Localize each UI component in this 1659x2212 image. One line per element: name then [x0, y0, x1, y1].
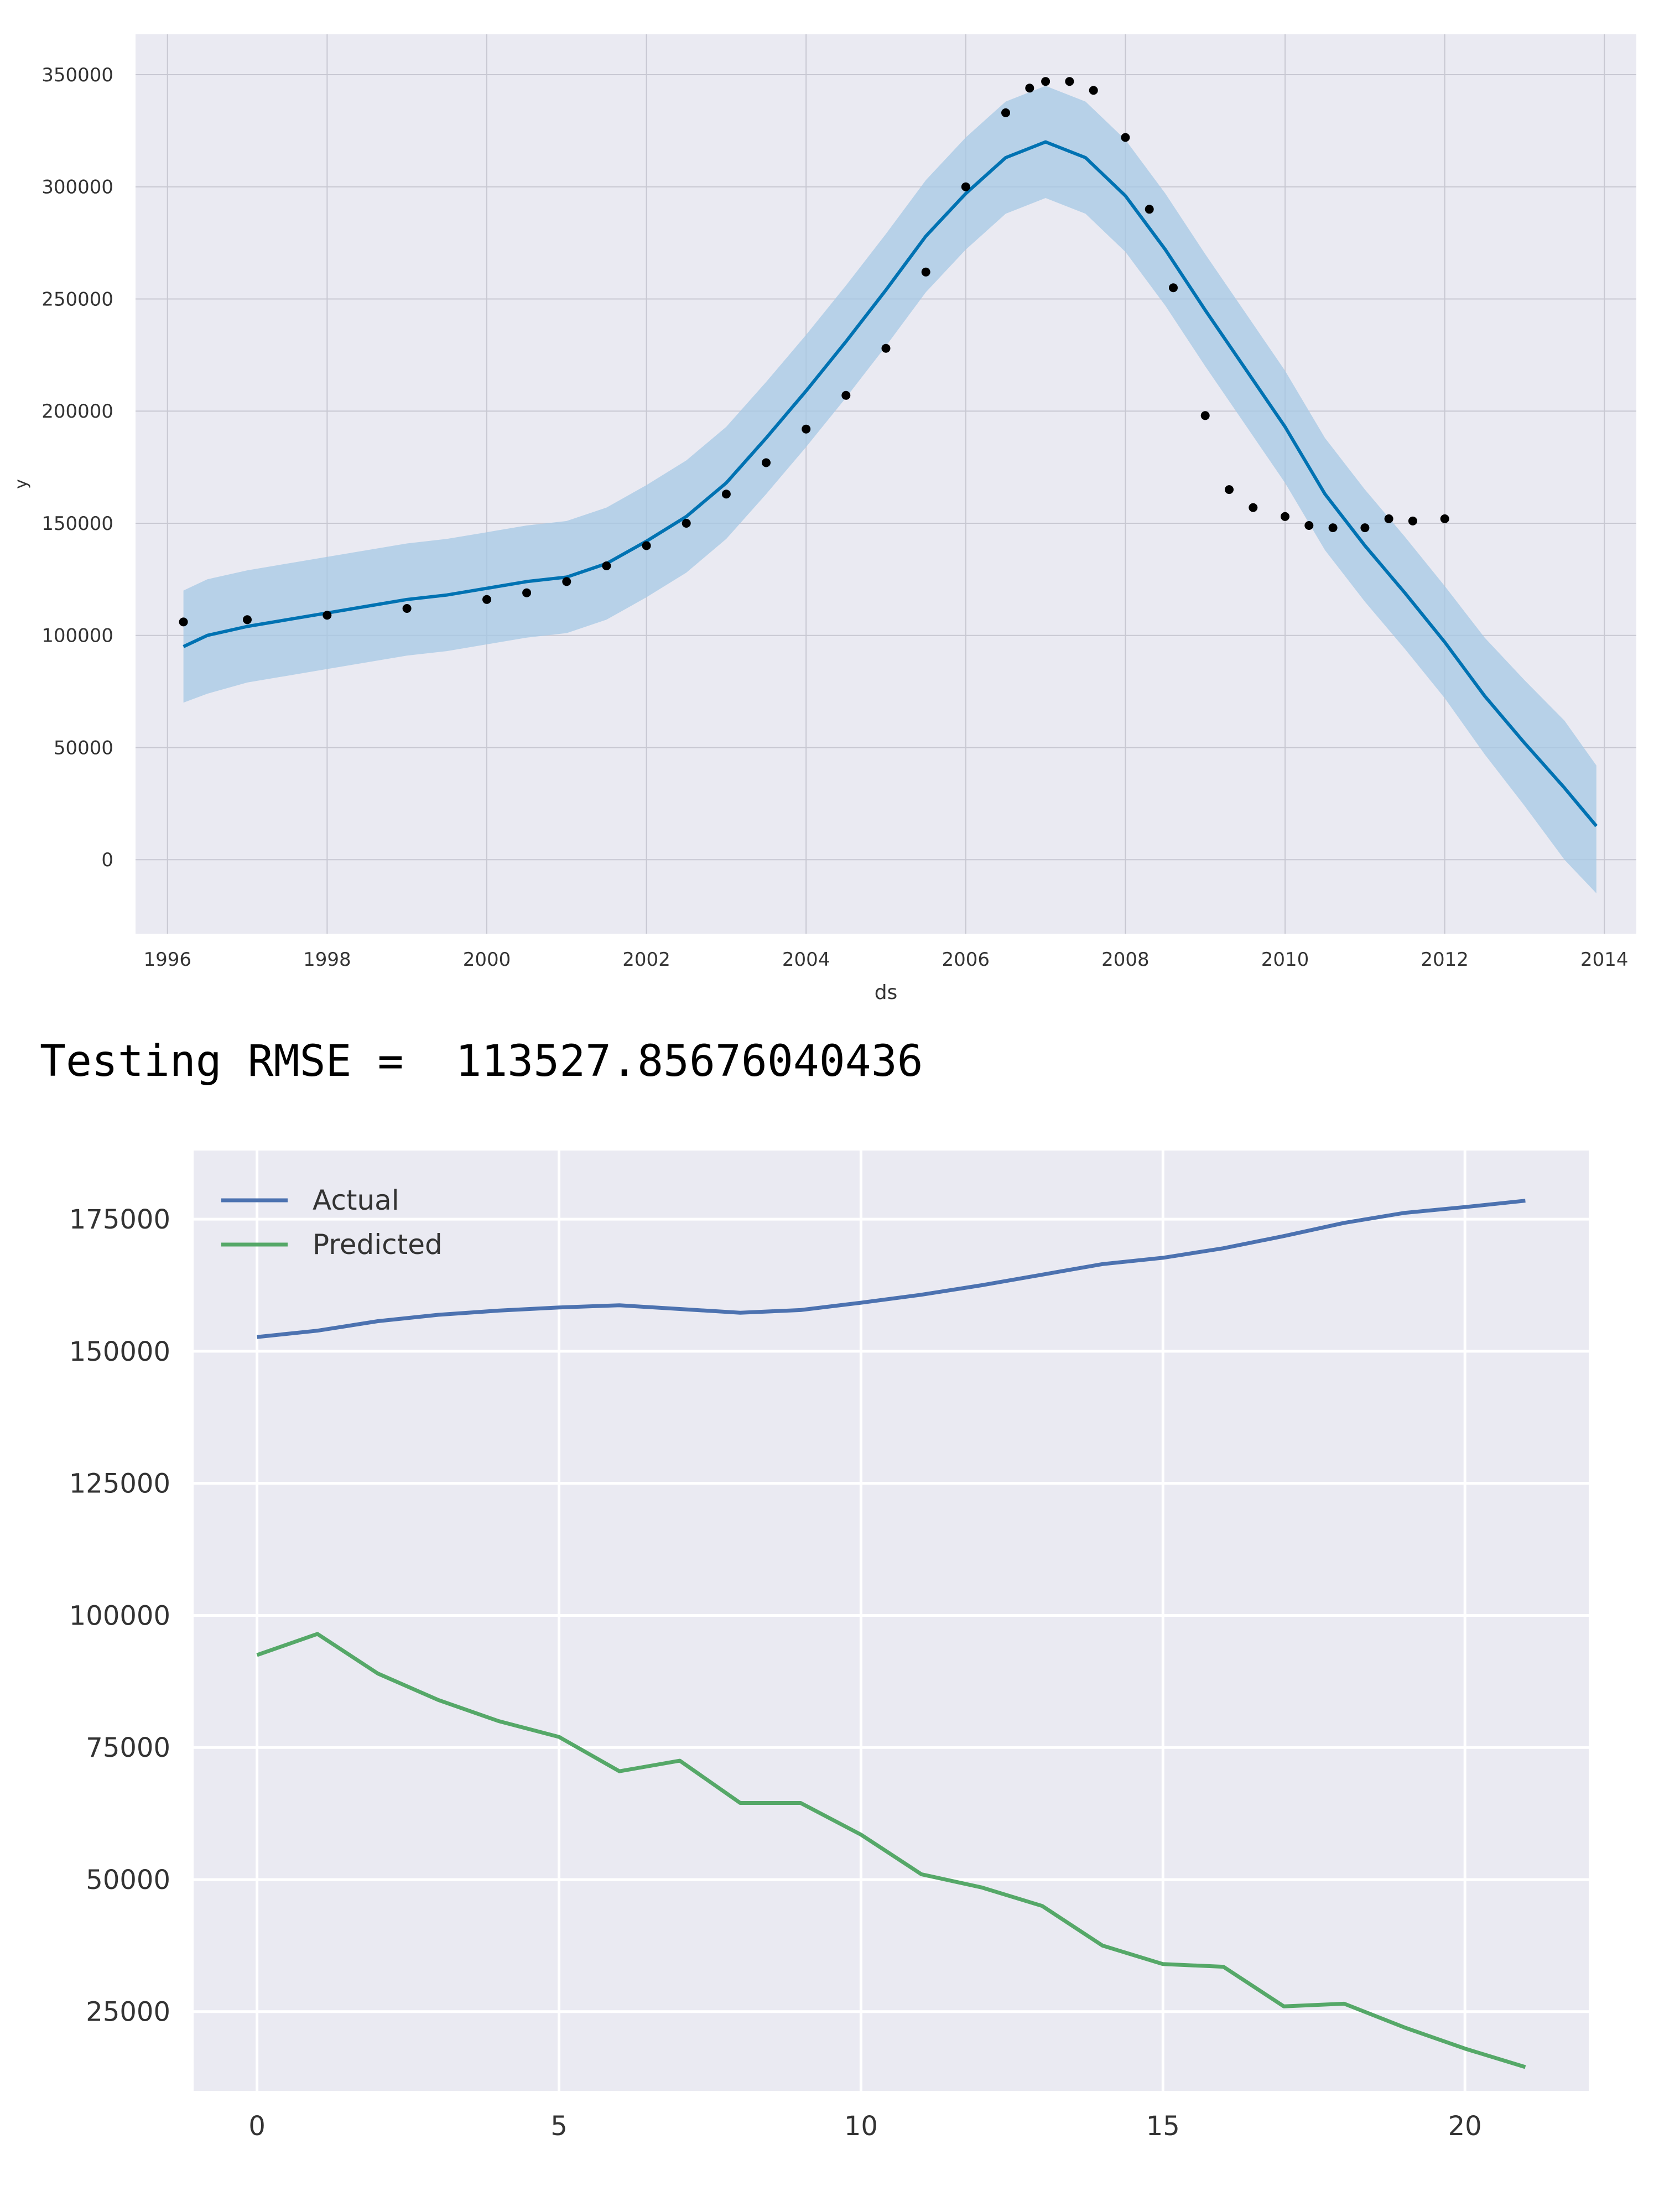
legend-label: Predicted	[313, 1229, 443, 1261]
x-tick-label: 10	[844, 2111, 878, 2142]
y-tick-label: 150000	[41, 513, 113, 535]
y-tick-label: 0	[101, 849, 113, 871]
observed-point	[179, 617, 188, 627]
x-tick-label: 2010	[1261, 949, 1309, 971]
observed-point	[961, 182, 970, 191]
y-tick-label: 200000	[41, 400, 113, 423]
x-tick-label: 2000	[463, 949, 511, 971]
observed-point	[1384, 514, 1393, 523]
observed-point	[1025, 84, 1034, 93]
observed-point	[721, 490, 731, 499]
observed-point	[1121, 133, 1130, 142]
y-tick-label: 125000	[69, 1469, 170, 1500]
observed-point	[1145, 205, 1154, 214]
forecast-chart: 1996 1998 2000 2002 2004 2006 2008 2010 2012 2014…	[12, 34, 1636, 1004]
observed-point	[802, 424, 811, 434]
observed-point	[881, 343, 891, 353]
y-tick-label: 75000	[86, 1732, 170, 1763]
uncertainty-interval	[183, 86, 1596, 893]
x-axis-label: ds	[875, 981, 898, 1004]
observed-point	[1249, 503, 1258, 512]
observed-point	[243, 615, 252, 624]
observed-point	[1408, 516, 1417, 525]
forecast-line	[183, 140, 1598, 827]
observed-point	[1200, 411, 1210, 420]
legend: Actual Predicted	[221, 1184, 443, 1261]
plot-area	[136, 34, 1636, 934]
observed-point	[1169, 283, 1178, 293]
y-tick-label: 150000	[69, 1336, 170, 1367]
x-tick-label: 2014	[1580, 949, 1629, 971]
observed-point	[1281, 512, 1289, 521]
observed-point	[323, 611, 332, 620]
x-tick-label: 1996	[143, 949, 191, 971]
y-axis-label: y	[12, 479, 31, 489]
y-tick-label: 100000	[69, 1600, 170, 1631]
observed-point	[1001, 108, 1010, 117]
y-tick-label: 100000	[41, 625, 113, 647]
observed-point	[1225, 485, 1234, 495]
y-tick-label: 350000	[41, 64, 113, 86]
observed-point	[482, 595, 491, 604]
observed-point	[642, 541, 651, 550]
x-tick-label: 5	[550, 2111, 568, 2142]
observed-point	[921, 267, 930, 277]
x-tick-label: 2004	[782, 949, 830, 971]
observed-point	[682, 519, 691, 528]
x-tick-label: 15	[1146, 2111, 1180, 2142]
observed-point	[1304, 521, 1314, 530]
x-tick-label: 0	[248, 2111, 266, 2142]
observed-point	[762, 458, 771, 467]
x-tick-label: 2002	[622, 949, 670, 971]
observed-point	[1041, 77, 1050, 86]
observed-point	[841, 391, 851, 400]
observed-point	[522, 588, 532, 597]
x-tick-label: 2012	[1421, 949, 1469, 971]
plot-area	[194, 1151, 1589, 2091]
observed-point	[1360, 523, 1370, 533]
series-line-actual	[257, 1199, 1526, 1339]
legend-label: Actual	[313, 1184, 399, 1216]
x-tick-label: 2006	[942, 949, 990, 971]
y-tick-label: 175000	[69, 1204, 170, 1235]
y-tick-label: 50000	[54, 737, 113, 759]
x-tick-label: 20	[1448, 2111, 1482, 2142]
observed-point	[562, 577, 571, 586]
y-tick-label: 300000	[41, 176, 113, 199]
x-tick-label: 2008	[1101, 949, 1150, 971]
y-tick-label: 25000	[86, 1997, 170, 2028]
series-line-predicted	[256, 1632, 1526, 2069]
observed-point	[602, 561, 611, 570]
observed-point	[1089, 86, 1098, 95]
observed-point	[402, 604, 412, 613]
y-tick-label: 50000	[86, 1865, 170, 1896]
observed-point	[1440, 514, 1449, 523]
actual-vs-predicted-chart: 0 5 10 15 20 25000 50000 75000 100000 125000 15000…	[69, 1151, 1589, 2142]
observed-point	[1065, 77, 1074, 86]
x-tick-label: 1998	[303, 949, 351, 971]
y-tick-label: 250000	[41, 288, 113, 310]
testing-rmse-output: Testing RMSE = 113527.85676040436	[40, 1037, 923, 1086]
observed-point	[1328, 523, 1338, 533]
